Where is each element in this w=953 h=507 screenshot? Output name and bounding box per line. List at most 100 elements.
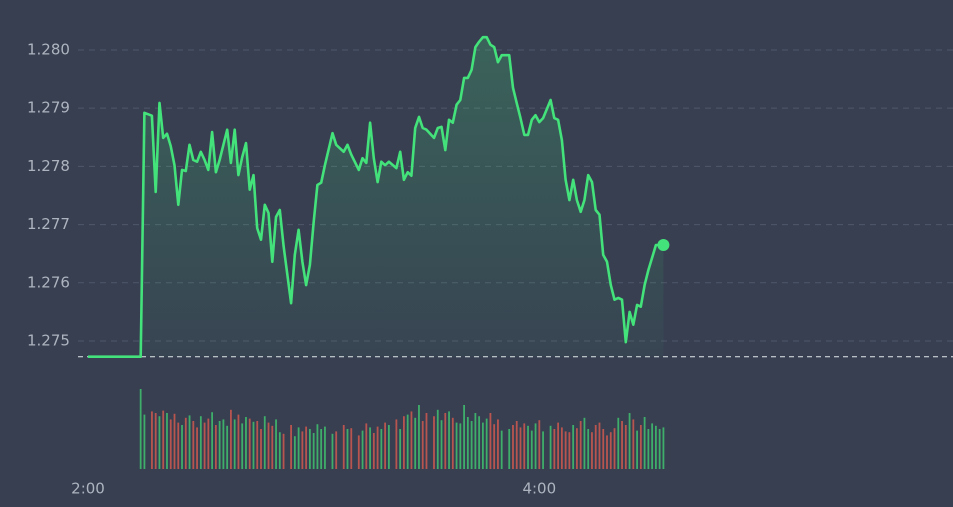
volume-bar [357, 435, 360, 469]
volume-bar [538, 420, 541, 469]
volume-bar [579, 421, 582, 469]
volume-bar [658, 429, 661, 469]
volume-bar [263, 416, 266, 469]
y-tick-label: 1.278 [27, 157, 70, 175]
volume-bar [527, 425, 529, 469]
volume-bar [305, 426, 308, 469]
volume-bar [233, 419, 236, 469]
volume-bar [395, 419, 398, 469]
volume-bar [639, 425, 642, 469]
volume-bar [534, 423, 537, 469]
volume-bar [207, 418, 210, 469]
volume-bar [594, 425, 597, 469]
volume-bar [632, 419, 635, 469]
volume-bar [218, 421, 221, 469]
volume-bar [335, 431, 338, 469]
volume-bar [636, 430, 638, 469]
volume-bar [474, 413, 477, 469]
volume-bar [350, 428, 353, 469]
y-tick-label: 1.275 [27, 331, 70, 349]
volume-bar [342, 425, 345, 469]
volume-bar [606, 435, 608, 469]
volume-bar [519, 427, 522, 469]
volume-bar [372, 433, 375, 469]
volume-bar [177, 422, 180, 469]
volume-bar [301, 431, 304, 469]
volume-bar [568, 432, 571, 469]
y-tick-label: 1.279 [27, 99, 70, 117]
x-tick-label: 4:00 [522, 480, 556, 498]
volume-bar [553, 429, 556, 469]
volume-bar [418, 405, 420, 469]
volume-bar [293, 436, 296, 469]
volume-bar [470, 421, 473, 469]
volume-bar [643, 417, 646, 469]
volume-bar [647, 429, 650, 469]
volume-bar [399, 429, 402, 469]
volume-bar [248, 418, 251, 469]
volume-bar [211, 412, 214, 469]
volume-bar [564, 431, 567, 469]
volume-bar [387, 425, 390, 469]
volume-bar [602, 429, 605, 469]
volume-bar [425, 413, 428, 469]
volume-bar [591, 432, 593, 469]
volume-bar [481, 422, 484, 469]
volume-bar [451, 417, 454, 469]
volume-bar [440, 420, 443, 469]
volume-bar [628, 413, 631, 469]
volume-bar [508, 429, 511, 469]
volume-bar [260, 429, 262, 469]
volume-bar [448, 411, 450, 469]
volume-bar [459, 423, 462, 469]
volume-bar [587, 429, 590, 469]
volume-bar [203, 422, 206, 469]
volume-bar [199, 416, 202, 469]
volume-bar [500, 430, 503, 469]
volume-bar [154, 413, 157, 469]
volume-bar [557, 422, 560, 469]
volume-bar [485, 418, 488, 469]
volume-bar [515, 421, 518, 469]
volume-bar [166, 413, 168, 469]
volume-bar [230, 409, 232, 469]
volume-bar [267, 422, 270, 469]
volume-bar [489, 413, 492, 469]
volume-bar [214, 425, 217, 469]
volume-bar [316, 424, 319, 469]
y-tick-label: 1.276 [27, 273, 70, 291]
x-tick-label: 2:00 [71, 480, 105, 498]
volume-bar [320, 429, 323, 469]
volume-bar [181, 425, 183, 469]
volume-bar [598, 422, 601, 469]
volume-bar [403, 416, 405, 469]
volume-bar [290, 425, 292, 469]
volume-bar [312, 433, 315, 469]
volume-bar [410, 411, 413, 469]
volume-bar [406, 414, 409, 469]
volume-bar [275, 419, 277, 469]
volume-bar [256, 421, 259, 469]
volume-bar [512, 425, 514, 469]
volume-bar [196, 427, 198, 469]
volume-bar [583, 417, 586, 469]
volume-bar [624, 425, 627, 469]
volume-bar [436, 409, 439, 469]
volume-bar [151, 411, 153, 469]
volume-bar [654, 425, 657, 469]
volume-bar [324, 426, 326, 469]
volume-bar [384, 422, 387, 469]
volume-bar [241, 423, 244, 469]
volume-bar [376, 426, 379, 469]
volume-bar [478, 416, 481, 469]
volume-bar [576, 428, 578, 469]
y-tick-label: 1.277 [27, 215, 70, 233]
volume-bar [162, 410, 165, 469]
volume-bar [621, 421, 623, 469]
volume-bar [542, 431, 544, 469]
volume-bar [184, 417, 187, 469]
volume-bar [297, 427, 300, 469]
volume-bar [308, 429, 311, 469]
volume-bar [192, 421, 195, 469]
